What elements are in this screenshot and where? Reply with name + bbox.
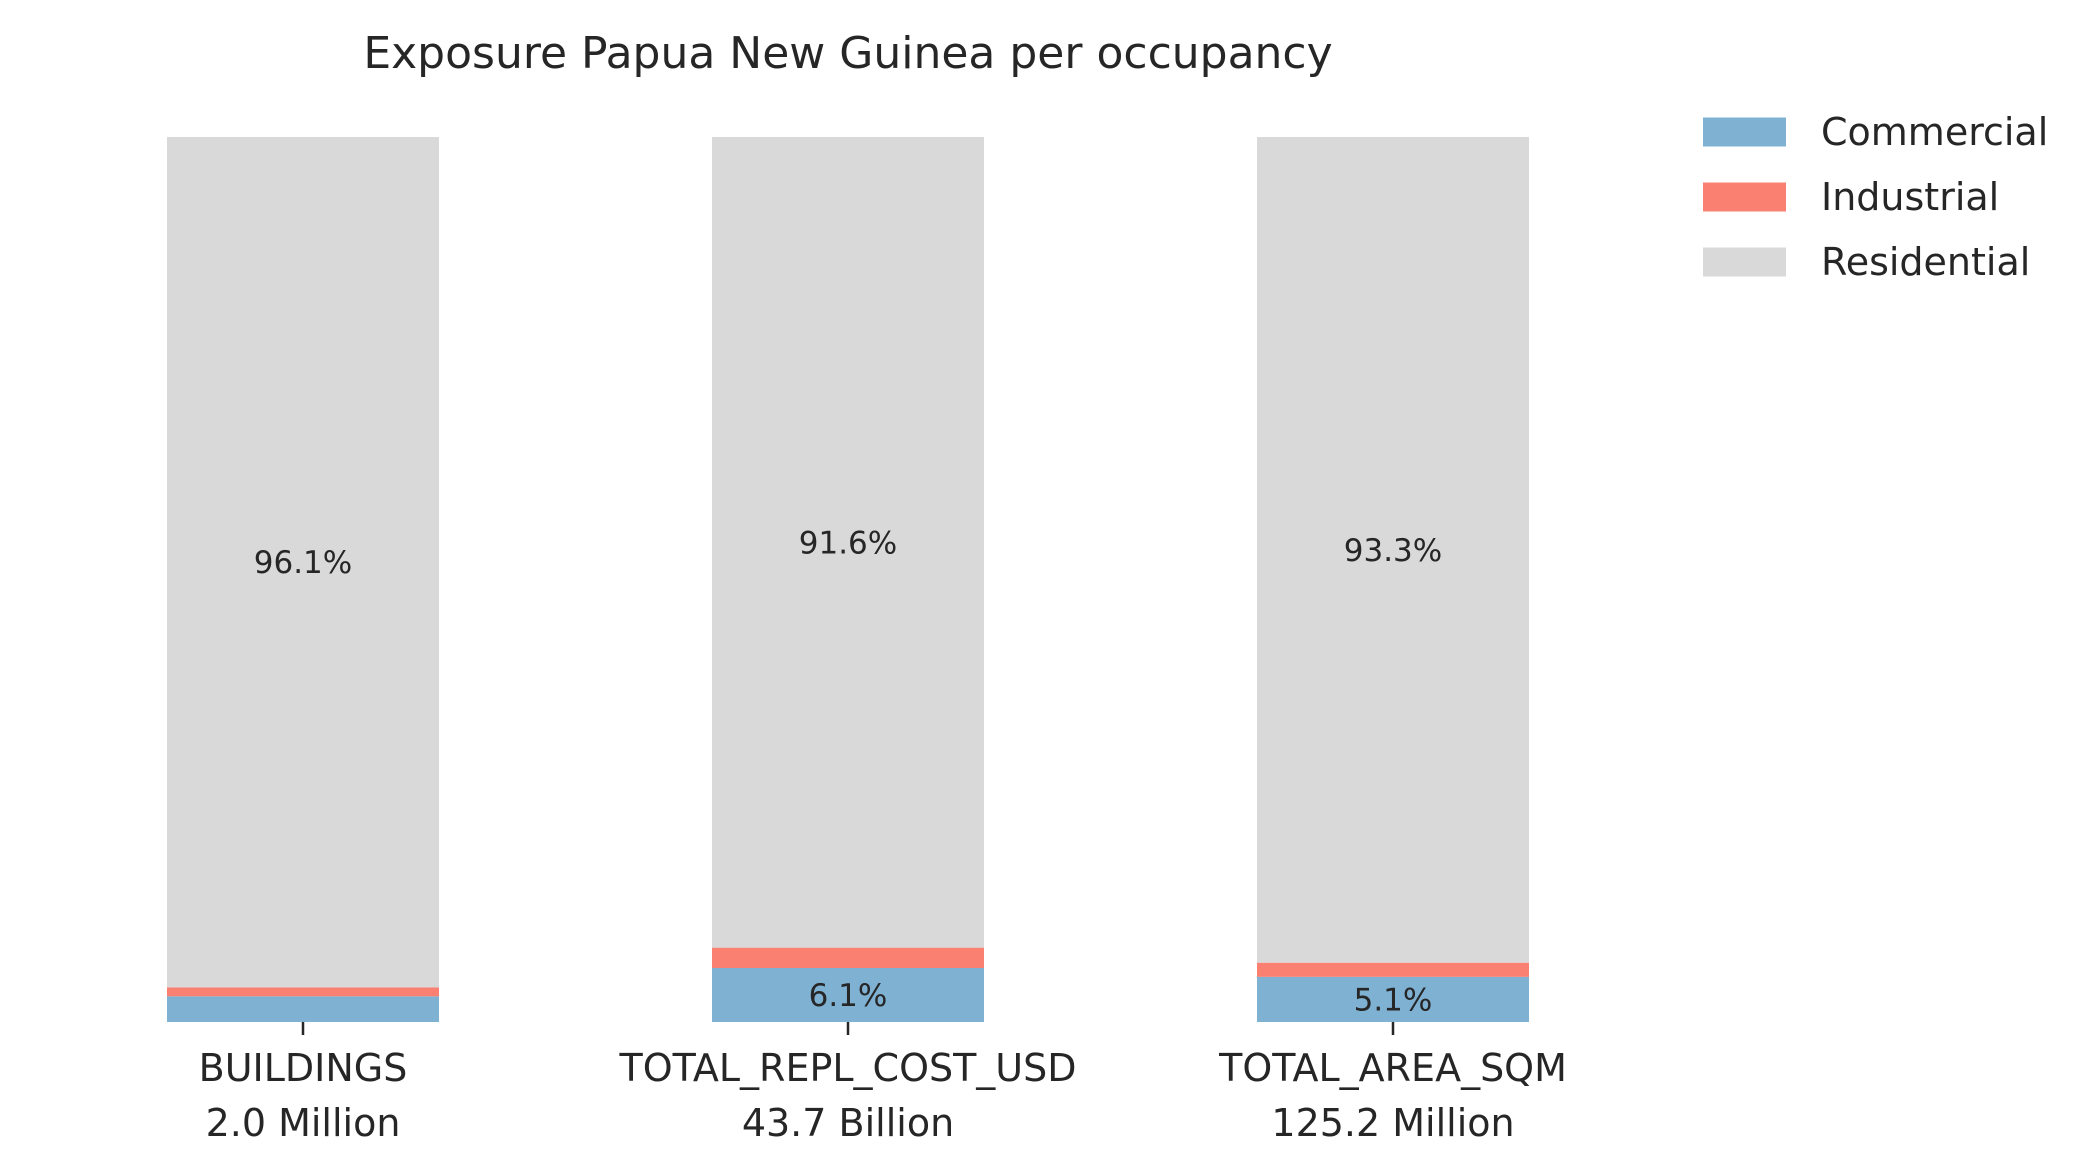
bar-buildings-industrial	[167, 987, 439, 997]
x-tick-label-total-repl-cost-usd: TOTAL_REPL_COST_USD	[618, 1046, 1076, 1090]
x-tick-total-total-repl-cost-usd: 43.7 Billion	[742, 1101, 954, 1145]
legend-swatch-industrial	[1703, 182, 1786, 212]
bar-total-area-sqm-commercial	[1257, 976, 1529, 1022]
bar-total-repl-cost-usd-industrial	[712, 947, 984, 969]
data-label-total-repl-cost-usd-commercial: 6.1%	[809, 978, 888, 1014]
data-label-buildings-residential: 96.1%	[254, 545, 352, 581]
bar-total-area-sqm-industrial	[1257, 962, 1529, 977]
data-label-total-area-sqm-residential: 93.3%	[1344, 533, 1442, 569]
x-tick-total-buildings: 2.0 Million	[206, 1101, 401, 1145]
legend-label-residential: Residential	[1821, 240, 2030, 284]
legend-label-industrial: Industrial	[1821, 175, 1999, 219]
bar-group	[167, 137, 1529, 1022]
x-tick-label-buildings: BUILDINGS	[199, 1046, 408, 1090]
bar-buildings-residential	[167, 137, 439, 988]
x-axis: BUILDINGS 2.0 Million TOTAL_REPL_COST_USD 4…	[199, 1022, 1567, 1145]
data-label-group: 96.1% 6.1% 91.6% 5.1% 93.3%	[254, 525, 1442, 1018]
legend-swatch-residential	[1703, 247, 1786, 277]
bar-total-repl-cost-usd-residential	[712, 137, 984, 948]
legend: Commercial Industrial Residential	[1703, 110, 2048, 284]
data-label-total-repl-cost-usd-residential: 91.6%	[799, 525, 897, 561]
bar-total-area-sqm-residential	[1257, 137, 1529, 963]
x-tick-label-total-area-sqm: TOTAL_AREA_SQM	[1218, 1046, 1567, 1090]
x-tick-total-total-area-sqm: 125.2 Million	[1271, 1101, 1514, 1145]
legend-label-commercial: Commercial	[1821, 110, 2048, 154]
bar-buildings-commercial	[167, 996, 439, 1022]
data-label-total-area-sqm-commercial: 5.1%	[1354, 982, 1433, 1018]
bar-total-repl-cost-usd-commercial	[712, 968, 984, 1022]
chart-title: Exposure Papua New Guinea per occupancy	[363, 28, 1332, 79]
legend-swatch-commercial	[1703, 117, 1786, 147]
